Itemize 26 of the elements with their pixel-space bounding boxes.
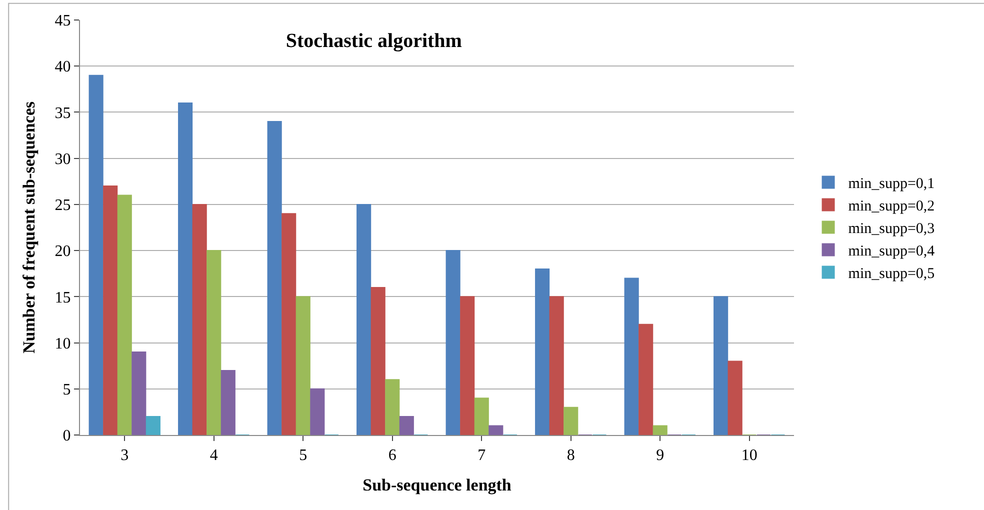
x-tick-label: 6 — [388, 447, 396, 464]
legend-label: min_supp=0,3 — [848, 221, 935, 238]
y-tick-label: 25 — [54, 197, 71, 214]
legend-label: min_supp=0,1 — [848, 176, 935, 192]
y-tick-label: 10 — [54, 335, 71, 352]
x-tick-label: 8 — [566, 447, 575, 464]
y-tick-label: 20 — [54, 243, 71, 260]
y-tick-label: 40 — [54, 58, 71, 76]
y-tick-label: 30 — [54, 150, 71, 168]
x-tick-label: 7 — [478, 447, 486, 464]
x-tick-label: 3 — [120, 447, 129, 464]
x-tick-label: 5 — [299, 447, 308, 464]
y-tick-label: 0 — [62, 428, 71, 445]
y-tick-label: 35 — [54, 104, 71, 122]
legend-label: min_supp=0,2 — [848, 198, 935, 215]
y-axis-title: Number of frequent sub-sequences — [19, 101, 38, 354]
legend-label: min_supp=0,5 — [848, 266, 935, 282]
text: Stochastic algorithm — [286, 30, 462, 52]
x-tick-label: 4 — [210, 447, 218, 464]
y-tick-label: 45 — [54, 12, 71, 30]
x-axis-title: Sub-sequence length — [362, 476, 512, 495]
y-tick-label: 15 — [54, 289, 71, 306]
x-tick-label: 9 — [656, 447, 664, 464]
legend-label: min_supp=0,4 — [848, 244, 936, 260]
x-tick-label: 10 — [741, 447, 758, 464]
y-tick-label: 5 — [62, 381, 71, 398]
